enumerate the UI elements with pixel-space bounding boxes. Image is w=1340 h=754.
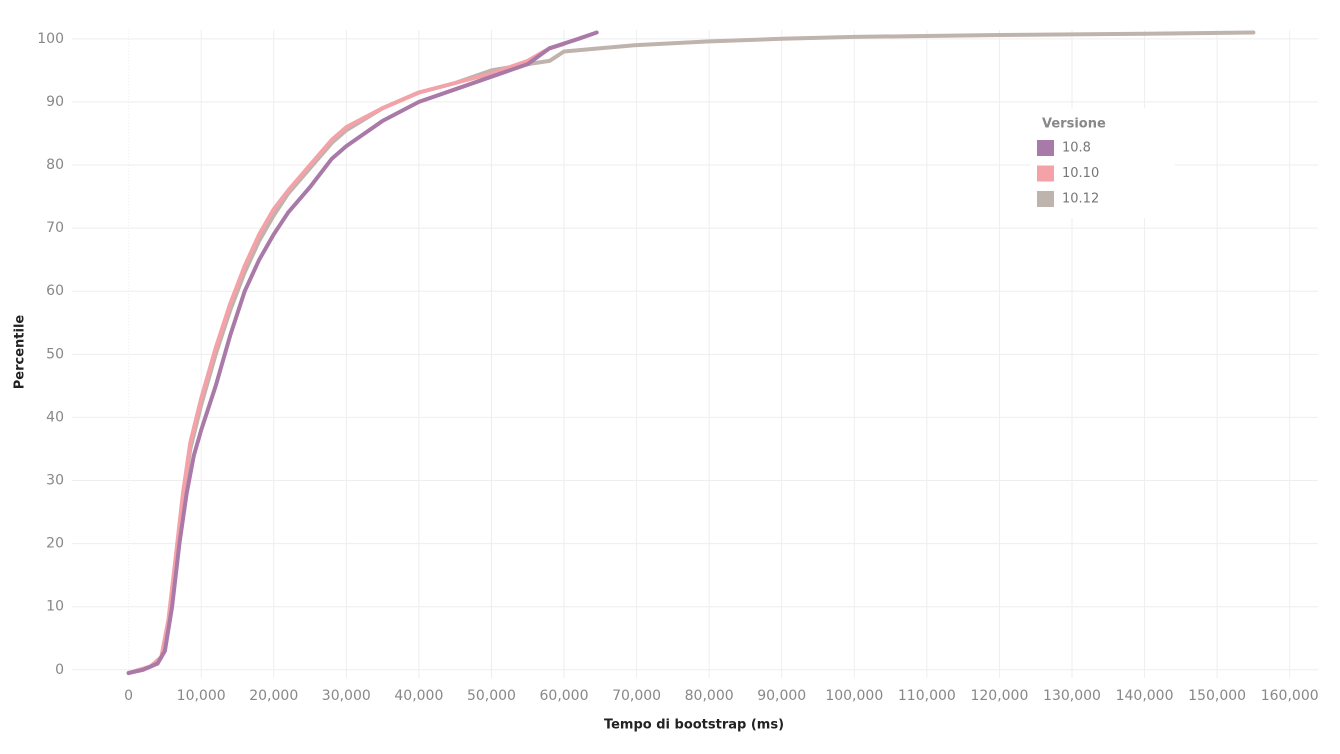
legend-swatch — [1037, 140, 1054, 156]
legend-label: 10.8 — [1062, 141, 1091, 156]
x-tick-label: 20,000 — [249, 688, 298, 704]
y-tick-label: 50 — [46, 346, 64, 362]
y-tick-label: 100 — [37, 31, 64, 47]
y-axis-title: Percentile — [13, 315, 28, 390]
series-line — [126, 30, 599, 675]
x-tick-label: 50,000 — [467, 688, 516, 704]
y-tick-label: 0 — [55, 662, 64, 678]
x-tick-label: 160,000 — [1261, 688, 1319, 704]
x-tick-label: 0 — [124, 688, 133, 704]
x-tick-label: 70,000 — [612, 688, 661, 704]
y-tick-label: 90 — [46, 94, 64, 110]
x-tick-label: 90,000 — [757, 688, 806, 704]
y-tick-label: 60 — [46, 283, 64, 299]
legend-swatch — [1037, 165, 1054, 182]
grid — [72, 30, 1318, 678]
y-tick-label: 30 — [46, 473, 64, 489]
y-tick-label: 80 — [46, 157, 64, 173]
y-tick-label: 10 — [46, 599, 64, 615]
y-tick-label: 20 — [46, 536, 64, 552]
legend-swatch — [1037, 191, 1054, 207]
x-tick-label: 130,000 — [1043, 688, 1101, 704]
x-tick-label: 110,000 — [898, 688, 956, 704]
x-tick-label: 120,000 — [970, 688, 1028, 704]
x-tick-label: 80,000 — [685, 688, 734, 704]
x-tick-label: 100,000 — [825, 688, 883, 704]
legend-box — [1030, 108, 1175, 218]
x-axis-title: Tempo di bootstrap (ms) — [604, 718, 784, 733]
x-tick-label: 40,000 — [394, 688, 443, 704]
x-tick-label: 10,000 — [177, 688, 226, 704]
legend-title: Versione — [1042, 117, 1106, 132]
series-line — [126, 41, 566, 675]
y-tick-label: 40 — [46, 409, 64, 425]
y-tick-label: 70 — [46, 220, 64, 236]
x-tick-label: 140,000 — [1116, 688, 1174, 704]
x-tick-label: 60,000 — [540, 688, 589, 704]
x-tick-label: 30,000 — [322, 688, 371, 704]
legend-label: 10.12 — [1062, 192, 1099, 207]
x-tick-label: 150,000 — [1188, 688, 1246, 704]
legend-label: 10.10 — [1062, 166, 1099, 181]
